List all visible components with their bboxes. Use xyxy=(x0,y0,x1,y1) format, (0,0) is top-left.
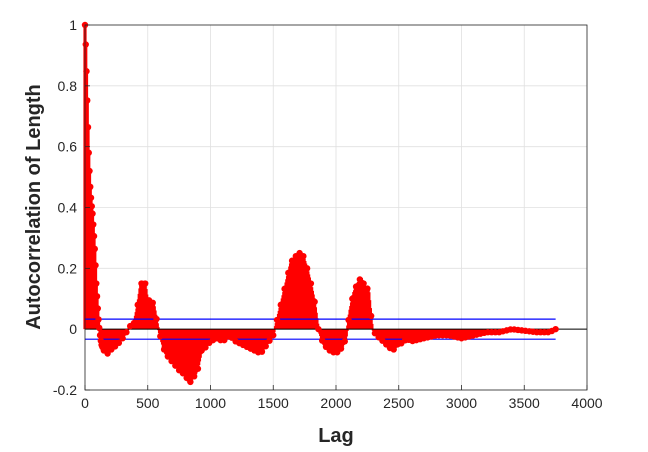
acf-marker xyxy=(303,265,311,272)
acf-marker xyxy=(390,346,397,353)
acf-marker xyxy=(202,344,209,351)
acf-marker xyxy=(300,252,307,260)
acf-marker xyxy=(318,337,326,344)
acf-marker xyxy=(168,357,175,365)
acf-marker xyxy=(190,373,198,380)
acf-marker xyxy=(266,337,273,344)
x-tick-label: 3500 xyxy=(509,395,540,411)
acf-marker xyxy=(367,312,375,320)
acf-marker xyxy=(82,41,89,48)
acf-marker xyxy=(96,332,104,339)
acf-marker xyxy=(277,301,284,309)
acf-marker xyxy=(288,257,296,264)
acf-marker xyxy=(130,319,138,327)
acf-marker xyxy=(360,280,367,287)
acf-marker xyxy=(160,346,168,353)
acf-marker xyxy=(179,370,187,377)
acf-marker xyxy=(552,325,559,333)
acf-marker xyxy=(84,124,92,131)
y-tick-label: 0.4 xyxy=(58,200,78,216)
acf-marker xyxy=(93,293,101,300)
acf-marker xyxy=(86,167,93,175)
x-tick-label: 1000 xyxy=(195,395,226,411)
acf-marker xyxy=(153,315,160,323)
acf-marker xyxy=(93,280,100,287)
x-tick-label: 1500 xyxy=(258,395,289,411)
x-tick-label: 4000 xyxy=(571,395,602,411)
acf-marker xyxy=(172,362,179,369)
x-axis-ticks: 0 500 1000 1500 2000 2500 3000 3500 4000 xyxy=(81,385,603,411)
acf-marker xyxy=(345,316,352,324)
acf-marker xyxy=(315,325,322,333)
acf-marker xyxy=(262,343,269,350)
x-tick-label: 0 xyxy=(81,395,89,411)
y-axis-title: Autocorrelation of Length xyxy=(23,84,45,330)
y-tick-label: 1 xyxy=(69,17,77,33)
y-tick-label: -0.2 xyxy=(53,382,77,398)
acf-marker xyxy=(88,203,95,210)
y-tick-label: 0.6 xyxy=(58,139,78,155)
acf-marker xyxy=(183,374,190,382)
acf-marker xyxy=(90,232,98,240)
acf-marker xyxy=(149,299,156,307)
y-tick-label: 0.2 xyxy=(58,260,78,276)
acf-marker xyxy=(273,316,281,324)
acf-marker xyxy=(89,210,96,217)
acf-marker xyxy=(364,285,371,292)
acf-marker xyxy=(84,97,91,104)
acf-marker xyxy=(285,269,292,277)
acf-marker xyxy=(83,68,90,75)
acf-marker xyxy=(95,316,102,323)
acf-marker xyxy=(194,365,202,372)
acf-marker xyxy=(104,350,111,357)
acf-marker xyxy=(341,338,348,345)
acf-marker xyxy=(337,345,345,352)
y-tick-label: 0 xyxy=(69,321,77,337)
acf-marker xyxy=(96,324,103,332)
acf-marker xyxy=(270,332,277,339)
acf-marker xyxy=(85,149,92,156)
acf-marker xyxy=(371,330,379,337)
acf-marker xyxy=(281,285,288,293)
x-tick-label: 2500 xyxy=(383,395,414,411)
x-tick-label: 500 xyxy=(136,395,160,411)
acf-marker xyxy=(115,339,123,347)
acf-marker xyxy=(157,333,164,340)
acf-marker xyxy=(92,262,99,269)
acf-marker xyxy=(119,335,126,342)
acf-marker xyxy=(352,283,360,290)
acf-marker xyxy=(91,245,98,253)
acf-marker xyxy=(87,183,94,191)
acf-marker xyxy=(134,301,141,309)
x-tick-label: 2000 xyxy=(320,395,351,411)
x-tick-label: 3000 xyxy=(446,395,477,411)
y-axis-ticks: -0.2 0 0.2 0.4 0.6 0.8 1 xyxy=(53,17,90,398)
acf-marker xyxy=(311,298,318,305)
y-tick-label: 0.8 xyxy=(58,78,78,94)
autocorrelation-markers xyxy=(81,21,559,386)
acf-marker xyxy=(94,305,102,312)
acf-marker xyxy=(356,276,364,283)
x-axis-title: Lag xyxy=(318,425,354,447)
acf-marker xyxy=(307,280,315,287)
acf-marker xyxy=(164,353,172,360)
acf-marker xyxy=(258,348,266,355)
acf-marker xyxy=(87,194,95,201)
acf-marker xyxy=(187,378,194,386)
acf-marker xyxy=(90,221,97,228)
acf-marker xyxy=(123,329,130,336)
acf-marker xyxy=(349,295,356,302)
acf-marker xyxy=(142,280,149,287)
